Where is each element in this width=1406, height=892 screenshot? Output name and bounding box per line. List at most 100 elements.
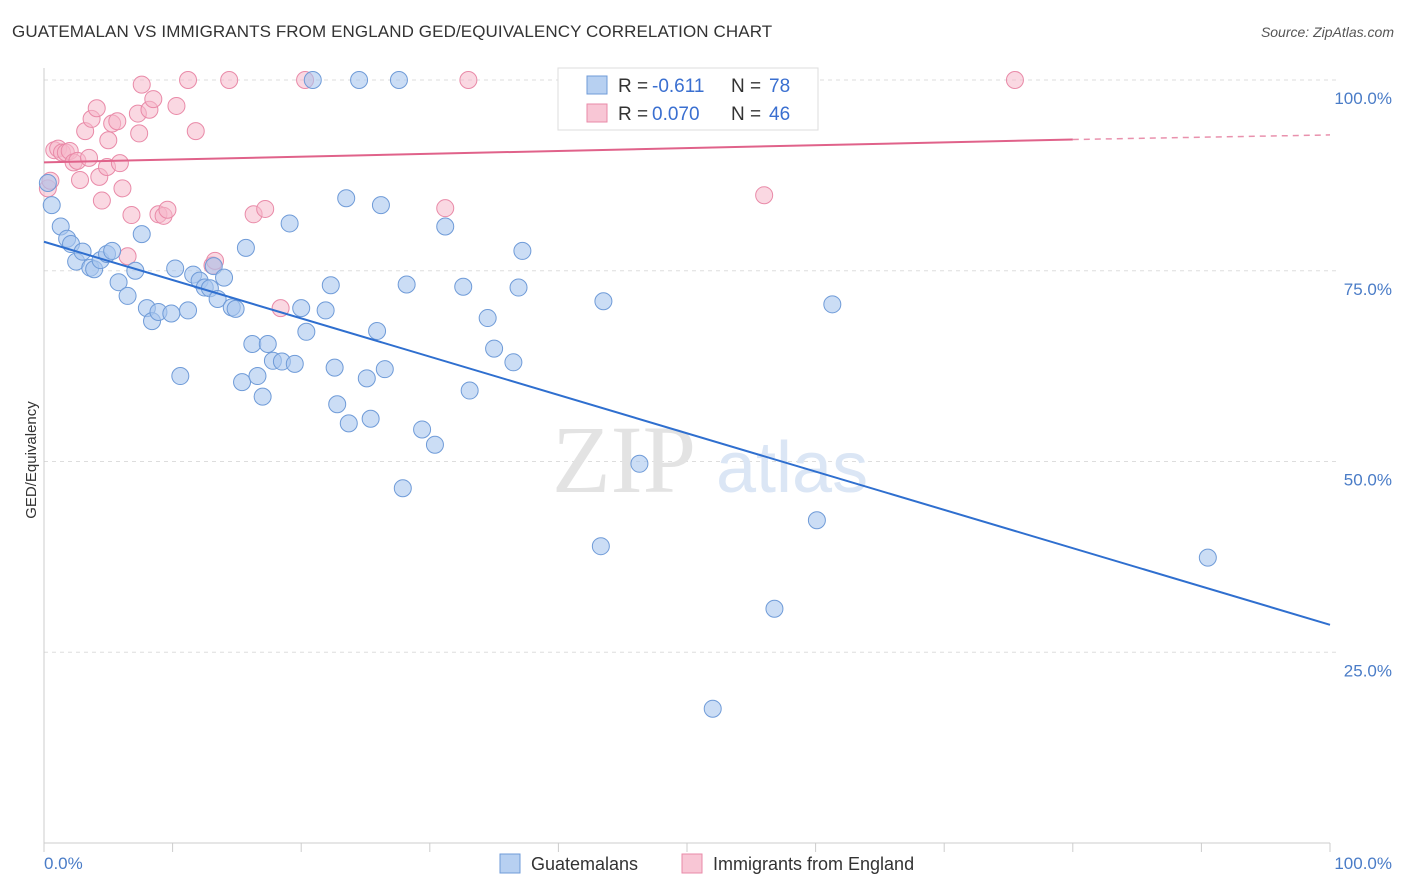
england-point-9 [71, 170, 90, 189]
guatemalan-point-72 [630, 454, 649, 473]
guatemalan-point-37 [258, 334, 277, 353]
bottom-legend-label-guatemalans: Guatemalans [531, 854, 638, 874]
guatemalan-point-62 [436, 217, 455, 236]
guatemalan-point-33 [236, 238, 255, 257]
england-point-34 [186, 122, 205, 141]
guatemalan-point-42 [292, 299, 311, 318]
guatemalan-point-53 [361, 409, 380, 428]
england-point-28 [144, 90, 163, 109]
guatemalan-point-50 [339, 414, 358, 433]
guatemalan-point-29 [215, 268, 234, 287]
england-point-44 [755, 186, 774, 205]
bottom-legend-label-england: Immigrants from England [713, 854, 914, 874]
legend-swatch-pink [586, 103, 608, 123]
england-point-15 [92, 191, 111, 210]
england-point-42 [436, 199, 455, 218]
england-point-26 [132, 75, 151, 94]
guatemalan-point-45 [316, 301, 335, 320]
guatemalan-point-0 [38, 174, 57, 193]
guatemalan-point-12 [109, 273, 128, 292]
series-guatemalans-points [38, 71, 1217, 718]
legend-n-label-blue: N = [731, 76, 761, 97]
guatemalan-point-47 [325, 358, 344, 377]
england-point-40 [271, 299, 290, 318]
guatemalan-point-51 [350, 71, 369, 89]
guatemalans-trend-line [43, 240, 1331, 626]
guatemalan-point-63 [454, 277, 473, 296]
guatemalan-point-58 [393, 479, 412, 498]
chart-title: GUATEMALAN VS IMMIGRANTS FROM ENGLAND GE… [12, 22, 773, 41]
guatemalan-point-19 [162, 304, 181, 323]
guatemalan-point-74 [765, 599, 784, 618]
guatemalan-point-56 [375, 360, 394, 379]
guatemalan-point-35 [248, 367, 267, 386]
watermark-zip: ZIP [552, 406, 696, 513]
x-tick-labels: 0.0% 100.0% [44, 854, 1392, 873]
england-point-17 [99, 131, 118, 150]
guatemalan-point-34 [243, 334, 262, 353]
legend-r-value-pink: 0.070 [652, 104, 700, 125]
guatemalan-point-43 [297, 322, 316, 341]
legend-n-value-blue: 78 [769, 76, 790, 97]
guatemalan-point-1 [42, 196, 61, 215]
y-tick-label-2: 75.0% [1344, 280, 1392, 299]
england-point-25 [130, 124, 149, 143]
y-tick-label-0: 25.0% [1344, 661, 1392, 680]
guatemalan-point-20 [166, 259, 185, 278]
y-tick-label-1: 50.0% [1344, 471, 1392, 490]
guatemalan-point-49 [337, 189, 356, 208]
guatemalan-point-11 [103, 241, 122, 260]
x-tick-label-max: 100.0% [1334, 854, 1392, 873]
guatemalan-point-41 [285, 354, 304, 373]
guatemalan-point-13 [118, 286, 137, 305]
legend-n-label-pink: N = [731, 104, 761, 125]
guatemalan-point-65 [478, 309, 497, 328]
guatemalan-point-64 [460, 381, 479, 400]
legend-r-label-pink: R = [618, 104, 648, 125]
guatemalan-point-36 [253, 387, 272, 406]
guatemalan-point-73 [703, 699, 722, 718]
legend-r-label-blue: R = [618, 76, 648, 97]
guatemalan-point-75 [807, 511, 826, 530]
guatemalan-point-31 [226, 299, 245, 318]
y-tick-label-3: 100.0% [1334, 89, 1392, 108]
guatemalan-point-52 [357, 369, 376, 388]
trend-lines [43, 134, 1331, 626]
guatemalan-point-60 [413, 420, 432, 439]
y-axis-label: GED/Equivalency [23, 401, 40, 519]
y-tick-labels: 25.0% 50.0% 75.0% 100.0% [1334, 89, 1392, 680]
guatemalan-point-57 [389, 71, 408, 89]
guatemalan-point-71 [594, 292, 613, 311]
guatemalan-point-67 [504, 353, 523, 372]
england-point-43 [459, 71, 478, 89]
guatemalan-point-15 [132, 225, 151, 244]
watermark-atlas: atlas [716, 428, 868, 508]
watermark: ZIP atlas [552, 406, 868, 513]
england-point-37 [220, 71, 239, 89]
guatemalan-point-61 [425, 435, 444, 454]
guatemalan-point-54 [368, 322, 387, 341]
england-point-33 [179, 71, 198, 89]
guatemalan-point-44 [303, 71, 322, 89]
guatemalan-point-59 [397, 275, 416, 294]
england-point-23 [122, 206, 141, 225]
guatemalan-point-77 [1198, 548, 1217, 567]
england-point-21 [113, 179, 132, 198]
guatemalan-point-55 [371, 196, 390, 215]
chart-source: Source: ZipAtlas.com [1260, 24, 1394, 40]
england-point-20 [110, 154, 129, 173]
guatemalan-point-21 [171, 367, 190, 386]
england-trend-line-extension [1072, 134, 1331, 141]
guatemalan-point-46 [321, 276, 340, 295]
legend-swatch-blue [586, 75, 608, 95]
legend-r-value-blue: -0.611 [652, 76, 704, 97]
bottom-legend-swatch-blue [499, 853, 521, 874]
england-point-19 [108, 112, 127, 131]
legend-box: R = -0.611 N = 78 R = 0.070 N = 46 [557, 67, 819, 131]
guatemalan-point-76 [823, 295, 842, 314]
england-point-32 [167, 96, 186, 115]
legend-n-value-pink: 46 [769, 104, 790, 125]
guatemalan-point-66 [485, 339, 504, 358]
guatemalan-point-22 [179, 301, 198, 320]
